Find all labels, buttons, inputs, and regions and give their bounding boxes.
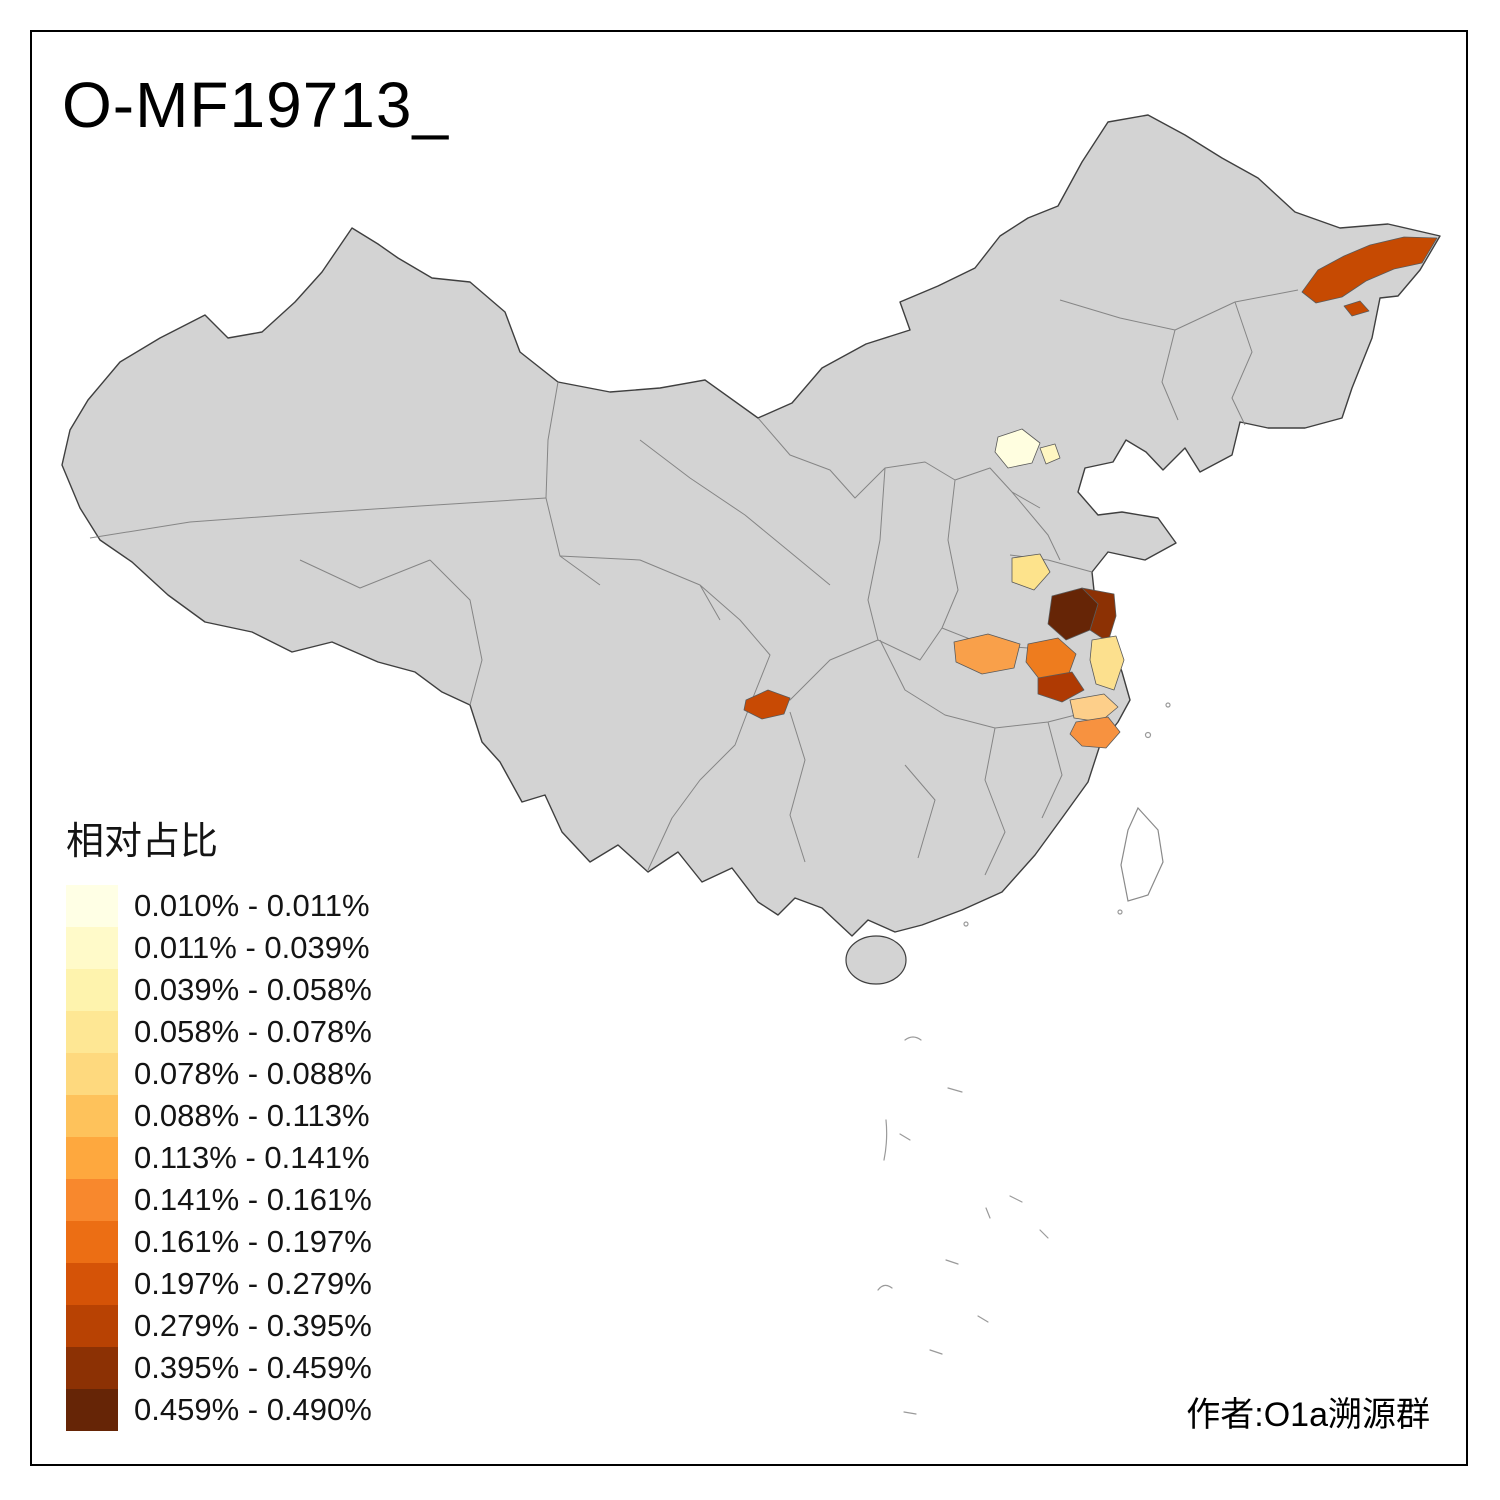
hainan-island (845, 935, 907, 985)
legend-item-label: 0.279% - 0.395% (134, 1308, 372, 1343)
region-jiangsu-coast (1089, 635, 1125, 691)
legend-item-label: 0.141% - 0.161% (134, 1182, 372, 1217)
taiwan-island (1120, 806, 1164, 902)
sea-islands (877, 702, 1171, 1415)
legend-item-label: 0.011% - 0.039% (134, 930, 370, 965)
legend-swatch (66, 1305, 118, 1347)
legend-swatch (66, 1011, 118, 1053)
legend-item-label: 0.078% - 0.088% (134, 1056, 372, 1091)
legend-item: 0.010% - 0.011% (66, 885, 372, 927)
legend-swatch (66, 1053, 118, 1095)
legend-item: 0.279% - 0.395% (66, 1305, 372, 1347)
colored-regions (743, 236, 1438, 749)
legend-item: 0.011% - 0.039% (66, 927, 372, 969)
legend-swatch (66, 885, 118, 927)
region-shandong-west (1011, 553, 1051, 591)
legend-swatch (66, 1263, 118, 1305)
legend-items: 0.010% - 0.011% 0.011% - 0.039% 0.039% - 0… (66, 885, 372, 1431)
legend-item-label: 0.395% - 0.459% (134, 1350, 372, 1385)
legend-item: 0.039% - 0.058% (66, 969, 372, 1011)
legend-swatch (66, 1389, 118, 1431)
region-beijing-east-small (1039, 443, 1061, 465)
legend-item: 0.088% - 0.113% (66, 1095, 372, 1137)
legend-swatch (66, 1221, 118, 1263)
legend-item-label: 0.161% - 0.197% (134, 1224, 372, 1259)
legend-item-label: 0.113% - 0.141% (134, 1140, 370, 1175)
legend-item-label: 0.197% - 0.279% (134, 1266, 372, 1301)
legend-item-label: 0.459% - 0.490% (134, 1392, 372, 1427)
legend-title: 相对占比 (66, 821, 219, 863)
legend-item-label: 0.039% - 0.058% (134, 972, 372, 1007)
region-henan-central (953, 633, 1021, 675)
legend-item: 0.459% - 0.490% (66, 1389, 372, 1431)
legend-swatch (66, 927, 118, 969)
legend-swatch (66, 1137, 118, 1179)
legend-item-label: 0.010% - 0.011% (134, 888, 370, 923)
legend-item: 0.395% - 0.459% (66, 1347, 372, 1389)
region-chongqing-west (743, 689, 791, 720)
region-anhui-central (1037, 671, 1085, 703)
attribution-text: 作者:O1a溯源群 (1186, 1396, 1430, 1434)
legend: 相对占比 0.010% - 0.011% 0.011% - 0.039% 0.039… (66, 810, 372, 1431)
legend-item: 0.141% - 0.161% (66, 1179, 372, 1221)
legend-swatch (66, 969, 118, 1011)
legend-item-label: 0.088% - 0.113% (134, 1098, 370, 1133)
region-beijing (994, 428, 1041, 469)
legend-item-label: 0.058% - 0.078% (134, 1014, 372, 1049)
legend-item: 0.113% - 0.141% (66, 1137, 372, 1179)
legend-swatch (66, 1347, 118, 1389)
region-xuzhou-core (1047, 587, 1099, 641)
region-jiangsu-south (1069, 693, 1119, 723)
legend-item: 0.078% - 0.088% (66, 1053, 372, 1095)
legend-item: 0.058% - 0.078% (66, 1011, 372, 1053)
region-heilongjiang-east (1301, 236, 1438, 317)
page-title: O-MF19713_ (62, 69, 450, 141)
legend-item: 0.197% - 0.279% (66, 1263, 372, 1305)
legend-item: 0.161% - 0.197% (66, 1221, 372, 1263)
region-zhejiang-north (1069, 716, 1121, 749)
legend-swatch (66, 1095, 118, 1137)
legend-swatch (66, 1179, 118, 1221)
